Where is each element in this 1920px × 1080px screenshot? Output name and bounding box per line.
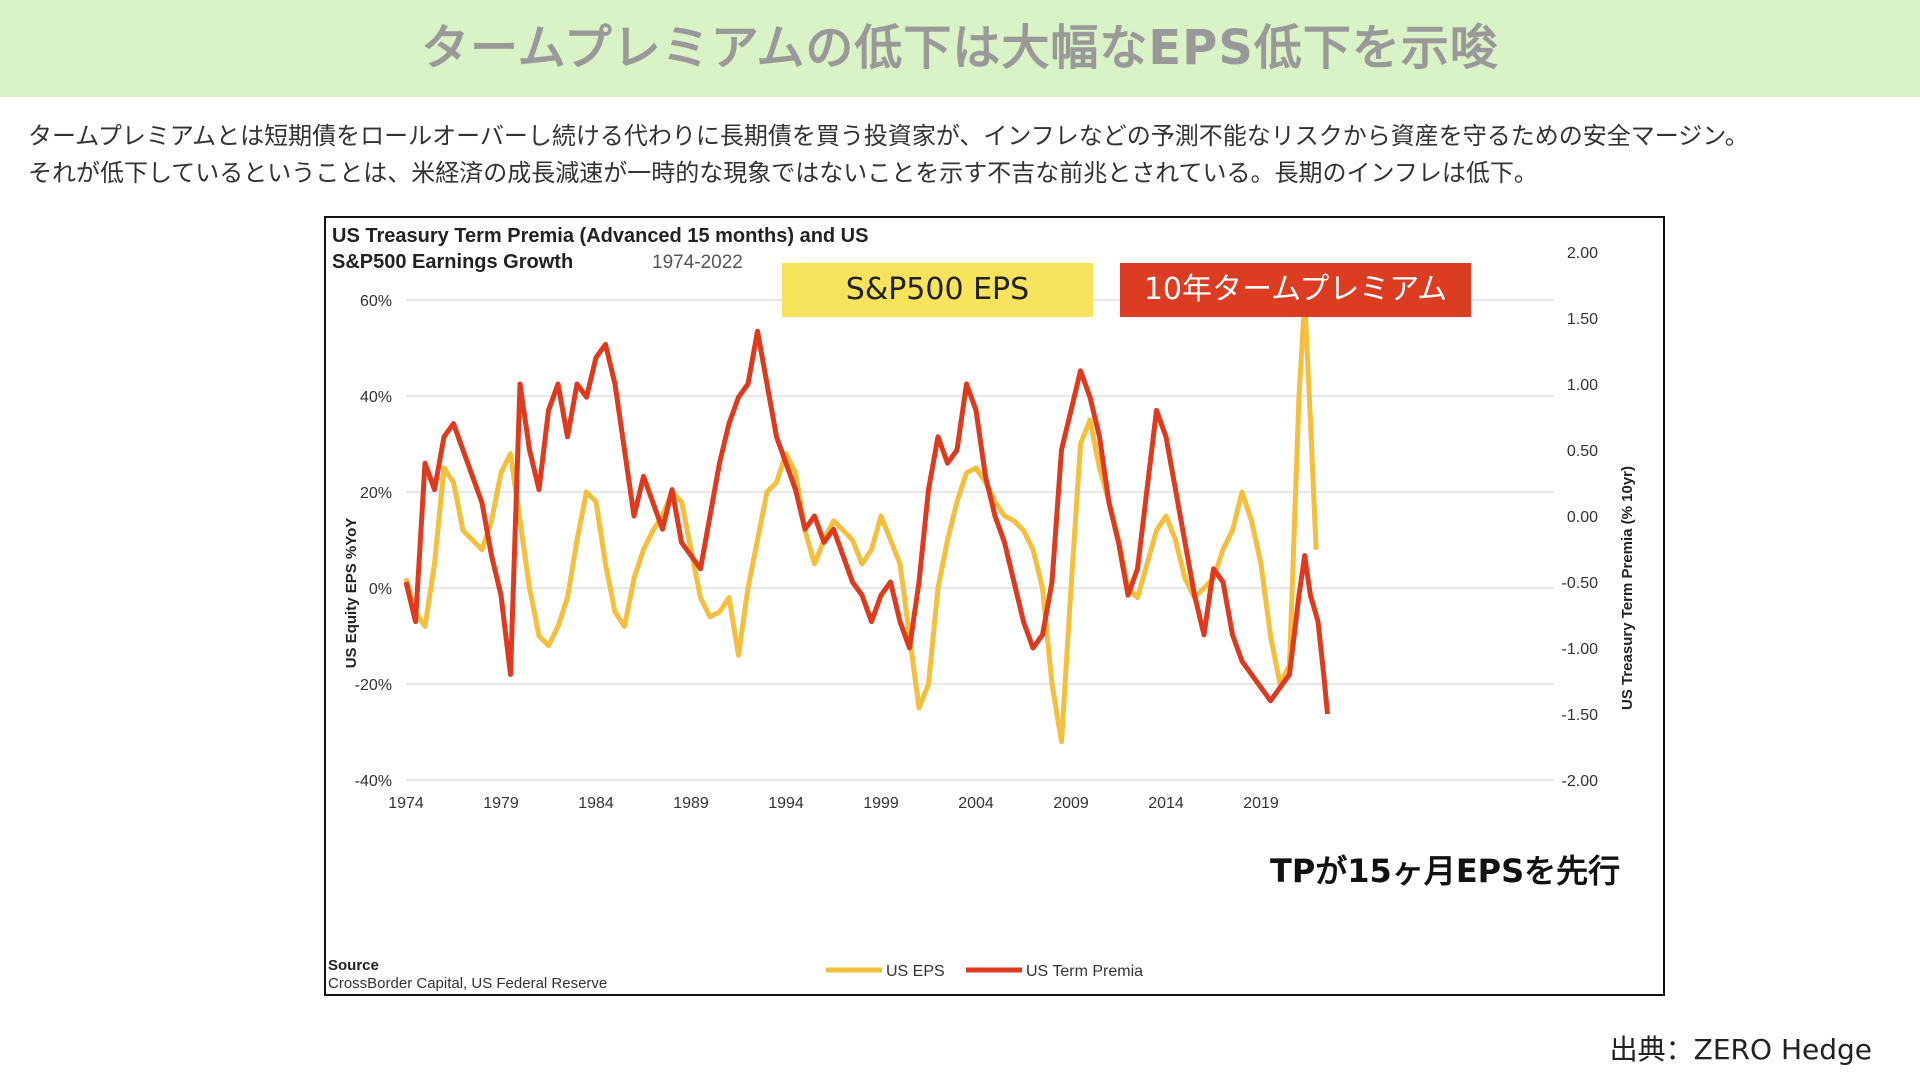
description-line-2: それが低下しているということは、米経済の成長減速が一時的な現象ではないことを示す… <box>28 159 1538 187</box>
left-tick-label: 60% <box>360 293 392 310</box>
x-tick-label: 1974 <box>388 795 424 812</box>
chart-title-line-1: US Treasury Term Premia (Advanced 15 mon… <box>332 225 868 247</box>
source-label: Source <box>328 957 379 974</box>
x-axis-ticks: 1974 1979 1984 1989 1994 1999 2004 2009 2014 2019 <box>388 795 1279 812</box>
right-tick-label: 0.00 <box>1567 509 1598 526</box>
legend-label-us-eps: US EPS <box>886 963 945 980</box>
chart-frame: US Treasury Term Premia (Advanced 15 mon… <box>324 216 1665 996</box>
legend: US EPS US Term Premia <box>826 963 1143 980</box>
description-line-1: タームプレミアムとは短期債をロールオーバーし続ける代わりに長期債を買う投資家が、… <box>28 122 1749 150</box>
chart-title-line-2: S&P500 Earnings Growth <box>332 251 573 273</box>
left-tick-label: 0% <box>369 581 392 598</box>
left-axis-ticks: 60% 40% 20% 0% -20% -40% <box>355 293 392 790</box>
description: タームプレミアムとは短期債をロールオーバーし続ける代わりに長期債を買う投資家が、… <box>28 118 1908 192</box>
chart-svg: US Treasury Term Premia (Advanced 15 mon… <box>328 225 1636 992</box>
left-tick-label: -20% <box>355 677 392 694</box>
left-tick-label: 20% <box>360 485 392 502</box>
x-tick-label: 1994 <box>768 795 804 812</box>
x-tick-label: 2004 <box>958 795 994 812</box>
title-banner <box>0 0 1920 97</box>
grid <box>406 299 1554 781</box>
lead-note: TPが15ヶ月EPSを先行 <box>1270 852 1621 890</box>
x-tick-label: 2014 <box>1148 795 1184 812</box>
chart-subtitle: 1974-2022 <box>652 252 743 273</box>
x-tick-label: 1984 <box>578 795 614 812</box>
x-tick-label: 1989 <box>673 795 709 812</box>
source-text: CrossBorder Capital, US Federal Reserve <box>328 975 607 992</box>
left-tick-label: 40% <box>360 389 392 406</box>
right-tick-label: 2.00 <box>1567 245 1598 262</box>
legend-label-us-term-premia: US Term Premia <box>1026 963 1143 980</box>
x-tick-label: 1979 <box>483 795 519 812</box>
right-tick-label: -1.00 <box>1562 641 1599 658</box>
right-axis-ticks: 2.00 1.50 1.00 0.50 0.00 -0.50 -1.00 -1.50 -2.00 <box>1562 245 1599 790</box>
page-title: タームプレミアムの低下は大幅なEPS低下を示唆 <box>421 20 1499 76</box>
right-tick-label: -1.50 <box>1562 707 1599 724</box>
eps-annotation-box: S&P500 EPS <box>782 263 1093 317</box>
right-axis-label: US Treasury Term Premia (% 10yr) <box>1619 466 1636 710</box>
right-tick-label: 1.00 <box>1567 377 1598 394</box>
x-tick-label: 1999 <box>863 795 899 812</box>
x-tick-label: 2019 <box>1243 795 1279 812</box>
right-tick-label: -0.50 <box>1562 575 1599 592</box>
left-axis-label: US Equity EPS %YoY <box>343 518 360 669</box>
right-tick-label: 1.50 <box>1567 311 1598 328</box>
series-line-us-term-premia <box>403 328 1330 715</box>
left-tick-label: -40% <box>355 773 392 790</box>
x-tick-label: 2009 <box>1053 795 1089 812</box>
right-tick-label: -2.00 <box>1562 773 1599 790</box>
source-credit: 出典：ZERO Hedge <box>1609 1033 1872 1066</box>
right-tick-label: 0.50 <box>1567 443 1598 460</box>
series-line-us-eps <box>403 297 1319 745</box>
term-premia-annotation-box: 10年タームプレミアム <box>1120 263 1471 317</box>
